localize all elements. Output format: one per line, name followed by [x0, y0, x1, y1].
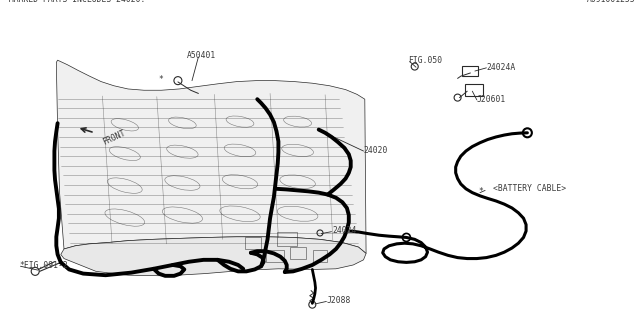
- Bar: [313, 250, 327, 262]
- Text: A091001255: A091001255: [588, 0, 636, 4]
- Bar: [462, 66, 479, 76]
- Text: *: *: [159, 75, 164, 84]
- Text: 24024A: 24024A: [486, 63, 516, 72]
- Text: A50401: A50401: [187, 52, 216, 60]
- Bar: [245, 237, 261, 249]
- Bar: [290, 247, 306, 260]
- Text: J2088: J2088: [326, 296, 351, 305]
- Text: *: *: [479, 187, 484, 196]
- Text: *FIG.091-2: *FIG.091-2: [19, 261, 68, 270]
- Text: 24020: 24020: [364, 146, 388, 155]
- Text: <BATTERY CABLE>: <BATTERY CABLE>: [493, 184, 566, 193]
- Text: FRONT: FRONT: [101, 128, 127, 147]
- Polygon shape: [56, 60, 366, 253]
- Polygon shape: [61, 237, 366, 276]
- Text: *MARKED PARTS INCLUDES 24020.: *MARKED PARTS INCLUDES 24020.: [4, 0, 145, 4]
- Text: FIG.050: FIG.050: [408, 56, 442, 65]
- Text: 24024: 24024: [333, 226, 357, 235]
- Bar: [465, 84, 483, 96]
- Bar: [266, 250, 284, 262]
- Text: J20601: J20601: [477, 95, 506, 104]
- Bar: [276, 232, 297, 246]
